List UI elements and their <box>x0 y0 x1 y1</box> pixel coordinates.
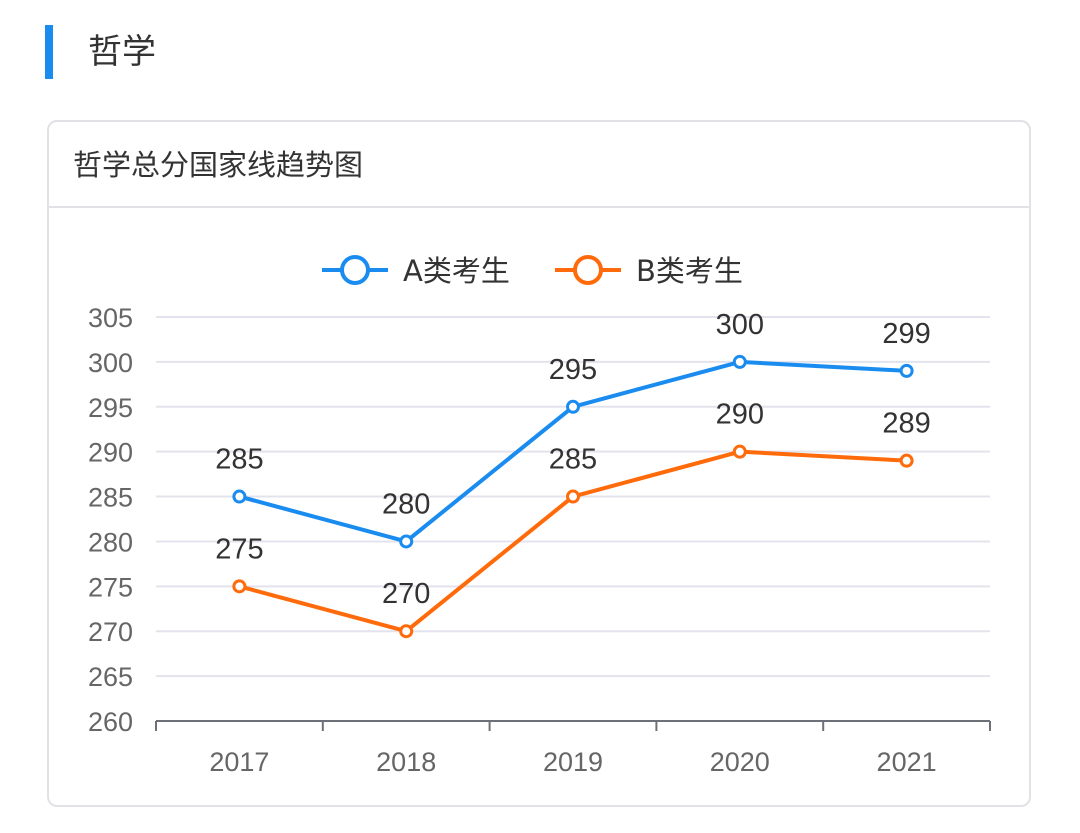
legend-marker-icon <box>340 255 370 285</box>
section-accent-bar <box>45 25 53 79</box>
x-tick-label: 2021 <box>877 747 937 777</box>
chart-card: 哲学总分国家线趋势图 <box>47 120 1031 807</box>
y-tick-label: 275 <box>88 572 133 602</box>
data-label: 280 <box>382 488 430 520</box>
data-point <box>732 444 747 459</box>
x-tick-label: 2019 <box>543 747 603 777</box>
data-label: 290 <box>716 399 764 431</box>
data-point <box>232 489 247 504</box>
x-tick-label: 2017 <box>209 747 269 777</box>
data-label: 300 <box>716 309 764 341</box>
data-point <box>399 534 414 549</box>
legend-label: B类考生 <box>636 254 743 288</box>
y-tick-label: 290 <box>88 438 133 468</box>
y-tick-label: 305 <box>88 303 133 333</box>
y-tick-label: 270 <box>88 617 133 647</box>
x-tick-label: 2018 <box>376 747 436 777</box>
y-tick-label: 285 <box>88 483 133 513</box>
data-point <box>899 453 914 468</box>
data-point <box>899 363 914 378</box>
section-title: 哲学 <box>88 32 156 72</box>
x-tick-label: 2020 <box>710 747 770 777</box>
data-label: 289 <box>882 408 930 440</box>
data-label: 270 <box>382 578 430 610</box>
data-label: 285 <box>215 444 263 476</box>
legend-label: A类考生 <box>403 254 510 288</box>
y-tick-label: 295 <box>88 393 133 423</box>
data-point <box>566 399 580 414</box>
data-point <box>566 489 580 504</box>
y-tick-label: 260 <box>88 707 133 737</box>
y-tick-label: 300 <box>88 348 133 378</box>
data-point <box>232 579 247 594</box>
y-tick-label: 265 <box>88 662 133 692</box>
data-label: 295 <box>549 354 597 386</box>
legend-marker-icon <box>573 255 603 285</box>
data-label: 285 <box>549 444 597 476</box>
card-title: 哲学总分国家线趋势图 <box>49 122 1029 208</box>
y-tick-label: 280 <box>88 527 133 557</box>
data-point <box>399 624 414 639</box>
data-label: 275 <box>215 533 263 565</box>
data-label: 299 <box>882 318 930 350</box>
data-point <box>732 354 747 369</box>
